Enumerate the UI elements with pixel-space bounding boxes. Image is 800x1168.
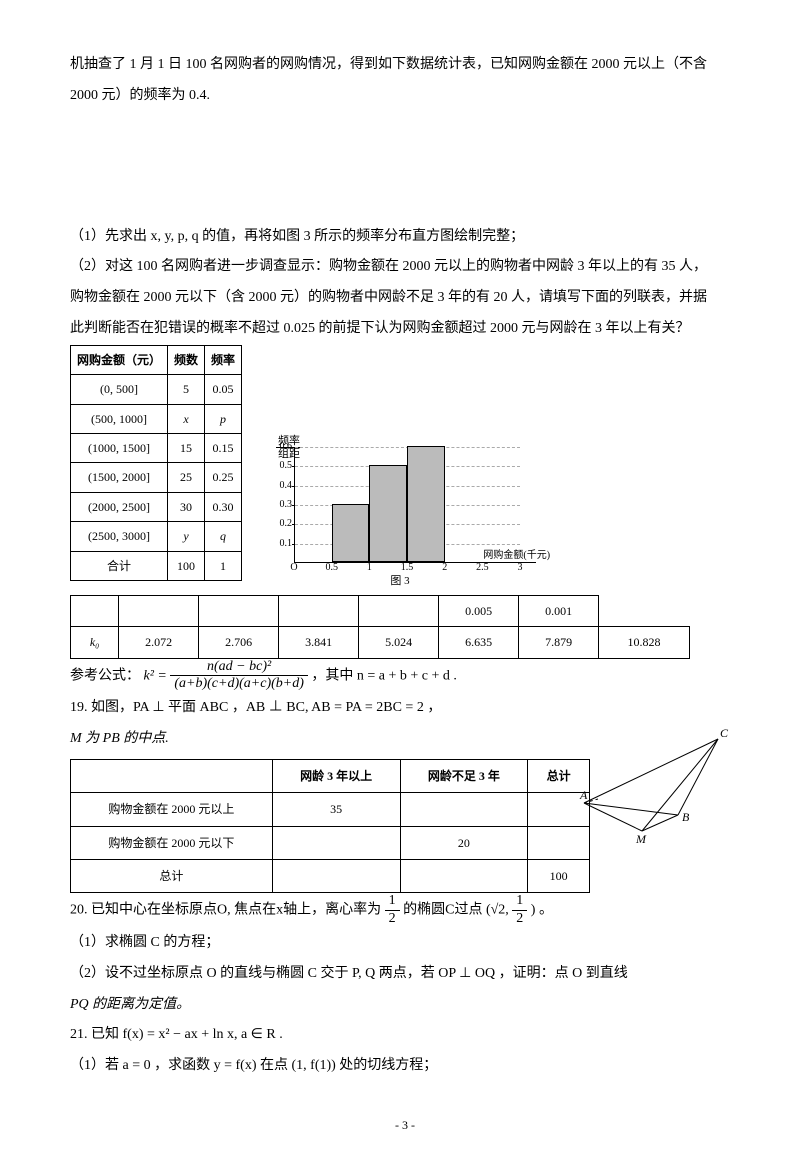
- survey-table: 网龄 3 年以上 网龄不足 3 年 总计 购物金额在 2000 元以上 35 购…: [70, 759, 590, 894]
- question-1: （1）先求出 x, y, p, q 的值，再将如图 3 所示的频率分布直方图绘制…: [70, 222, 740, 253]
- spacer: [70, 112, 740, 222]
- label-C: C: [720, 726, 729, 740]
- hist-bar: [407, 446, 445, 562]
- table-header-row: 网购金额（元） 频数 频率: [71, 345, 242, 374]
- p19-line1: 19. 如图，PA ⊥ 平面 ABC ，AB ⊥ BC, AB = PA = 2…: [70, 693, 740, 724]
- p21-stem: 21. 已知 f(x) = x² − ax + ln x, a ∈ R .: [70, 1020, 740, 1051]
- label-M: M: [635, 832, 647, 845]
- intro-line-2: 2000 元）的频率为 0.4.: [70, 81, 740, 112]
- hist-ytick: 0.6: [260, 442, 292, 452]
- p20-stem: 20. 已知中心在坐标原点O, 焦点在x轴上，离心率为 1 2 的椭圆C过点 (…: [70, 893, 740, 928]
- hist-ytick: 0.2: [260, 519, 292, 529]
- formula-line: 参考公式： k² = n(ad − bc)² (a+b)(c+d)(a+c)(b…: [70, 659, 740, 694]
- hist-xlabel: 网购金额(千元): [483, 545, 550, 567]
- freq-th-1: 频数: [168, 345, 205, 374]
- p20-q2a: （2）设不过坐标原点 O 的直线与椭圆 C 交于 P, Q 两点，若 OP ⊥ …: [70, 959, 740, 990]
- question-2b: 购物金额在 2000 元以下（含 2000 元）的购物者中网龄不足 3 年的有 …: [70, 283, 740, 314]
- hist-ytick: 0.1: [260, 539, 292, 549]
- p20-q2b: PQ 的距离为定值。: [70, 990, 740, 1021]
- hist-bar: [332, 504, 370, 562]
- hist-ytick: 0.4: [260, 481, 292, 491]
- frequency-table: 网购金额（元） 频数 频率 (0, 500]50.05 (500, 1000]x…: [70, 345, 242, 581]
- hist-ytick: 0.5: [260, 461, 292, 471]
- p20-q1: （1）求椭圆 C 的方程；: [70, 928, 740, 959]
- problem-19-block: 19. 如图，PA ⊥ 平面 ABC ，AB ⊥ BC, AB = PA = 2…: [70, 693, 740, 755]
- hist-xtick: 0.5: [325, 557, 338, 579]
- formula-fraction: n(ad − bc)² (a+b)(c+d)(a+c)(b+d): [170, 659, 308, 694]
- hist-ytick: 0.3: [260, 500, 292, 510]
- label-B: B: [682, 810, 690, 824]
- question-2c: 此判断能否在犯错误的概率不超过 0.025 的前提下认为网购金额超过 2000 …: [70, 314, 740, 345]
- histogram: 频率组距0.60.50.40.30.20.1O0.511.522.53网购金额(…: [260, 441, 540, 581]
- question-2a: （2）对这 100 名网购者进一步调查显示：购物金额在 2000 元以上的购物者…: [70, 252, 740, 283]
- hist-caption: 图 3: [390, 569, 409, 593]
- intro-line-1: 机抽查了 1 月 1 日 100 名网购者的网购情况，得到如下数据统计表，已知网…: [70, 50, 740, 81]
- hist-bar: [369, 465, 407, 562]
- freq-th-2: 频率: [205, 345, 242, 374]
- hist-xtick: O: [290, 557, 297, 579]
- hist-xtick: 2: [442, 557, 447, 579]
- label-A: A: [579, 788, 588, 802]
- frac-ecc: 1 2: [385, 893, 400, 928]
- freq-th-0: 网购金额（元）: [71, 345, 168, 374]
- hist-xtick: 1: [367, 557, 372, 579]
- frac-point: 1 2: [512, 893, 527, 928]
- p21-q1: （1）若 a = 0 ，求函数 y = f(x) 在点 (1, f(1)) 处的…: [70, 1051, 740, 1082]
- geometry-figure: A B C M: [560, 725, 730, 845]
- page-number: - 3 -: [70, 1112, 740, 1138]
- k0-table: 0.005 0.001 k₀ 2.072 2.706 3.841 5.024 6…: [70, 595, 690, 659]
- table-and-histogram-row: 网购金额（元） 频数 频率 (0, 500]50.05 (500, 1000]x…: [70, 345, 740, 581]
